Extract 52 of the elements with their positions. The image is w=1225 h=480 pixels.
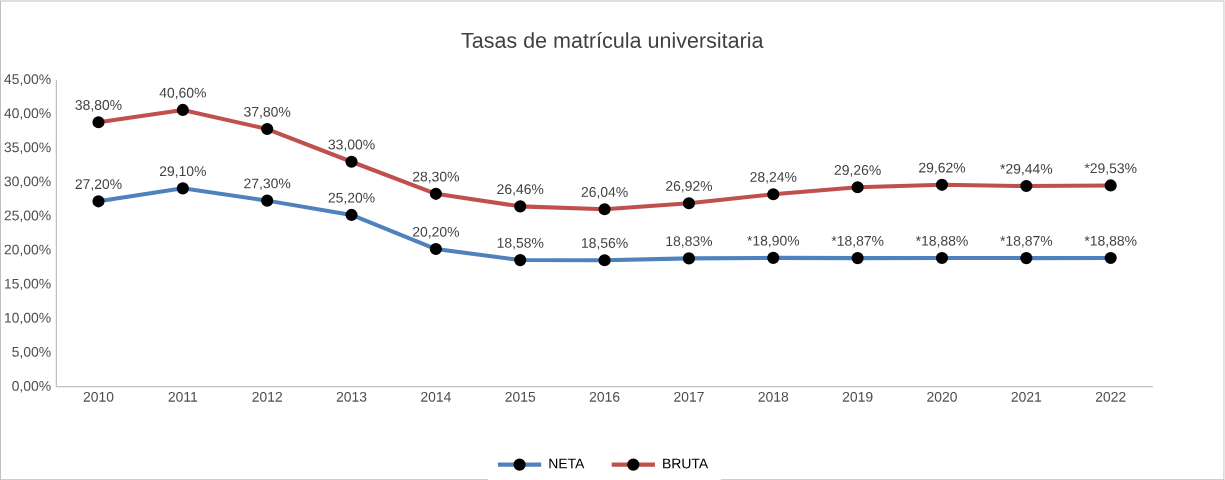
data-label: *29,44% xyxy=(1000,163,1053,176)
y-tick-label: 5,00% xyxy=(12,346,51,359)
data-label: 27,20% xyxy=(75,179,122,191)
y-tick-label: 10,00% xyxy=(5,312,51,325)
x-tick-label: 2016 xyxy=(589,391,620,402)
data-label: 20,20% xyxy=(412,226,460,239)
y-tick-label: 25,00% xyxy=(4,210,51,222)
data-label: 27,30% xyxy=(244,178,291,190)
data-label: 18,56% xyxy=(582,237,628,250)
x-tick-label: 2018 xyxy=(758,391,789,402)
y-tick-label: 30,00% xyxy=(4,176,51,188)
y-tick-label: 20,00% xyxy=(4,244,51,257)
y-tick-label: 40,00% xyxy=(4,108,51,120)
data-label: 25,20% xyxy=(328,192,375,205)
data-label: *18,88% xyxy=(915,235,968,248)
data-label: *29,53% xyxy=(1084,163,1137,175)
x-tick-label: 2013 xyxy=(336,391,367,402)
legend-label: NETA xyxy=(549,458,585,469)
legend-label: BRUTA xyxy=(663,458,709,469)
data-label: 29,26% xyxy=(834,165,881,177)
x-tick-label: 2014 xyxy=(421,391,451,402)
x-tick-label: 2012 xyxy=(252,391,282,402)
y-tick-label: 35,00% xyxy=(4,142,51,154)
x-tick-label: 2021 xyxy=(1011,391,1042,402)
data-label: 18,58% xyxy=(497,237,544,250)
data-label: 29,62% xyxy=(919,162,966,175)
x-tick-label: 2011 xyxy=(168,391,198,402)
data-label: 38,80% xyxy=(75,99,122,112)
y-tick-label: 45,00% xyxy=(4,74,51,86)
x-tick-label: 2017 xyxy=(674,391,704,402)
data-label: 33,00% xyxy=(328,139,375,152)
data-label: *18,87% xyxy=(1000,235,1053,248)
data-label: 26,92% xyxy=(666,180,713,193)
x-tick-label: 2020 xyxy=(927,391,957,402)
x-tick-label: 2010 xyxy=(83,391,114,402)
data-label: 40,60% xyxy=(159,87,206,100)
data-label: 26,46% xyxy=(497,184,544,196)
data-label: 29,10% xyxy=(159,166,206,178)
data-label: *18,87% xyxy=(831,235,884,248)
data-label: 18,83% xyxy=(666,236,713,248)
chart-title: Tasas de matrícula universitaria xyxy=(461,31,764,48)
data-label: *18,90% xyxy=(747,235,800,248)
data-label: 26,04% xyxy=(581,186,628,199)
data-label: 37,80% xyxy=(244,106,291,119)
y-tick-label: 0,00% xyxy=(12,380,51,393)
data-label: *18,88% xyxy=(1084,235,1137,248)
data-label: 28,24% xyxy=(750,171,797,184)
y-tick-label: 15,00% xyxy=(5,278,51,291)
x-tick-label: 2015 xyxy=(505,391,536,402)
data-label: 28,30% xyxy=(412,171,460,184)
x-tick-label: 2022 xyxy=(1095,391,1126,402)
x-tick-label: 2019 xyxy=(842,391,873,402)
